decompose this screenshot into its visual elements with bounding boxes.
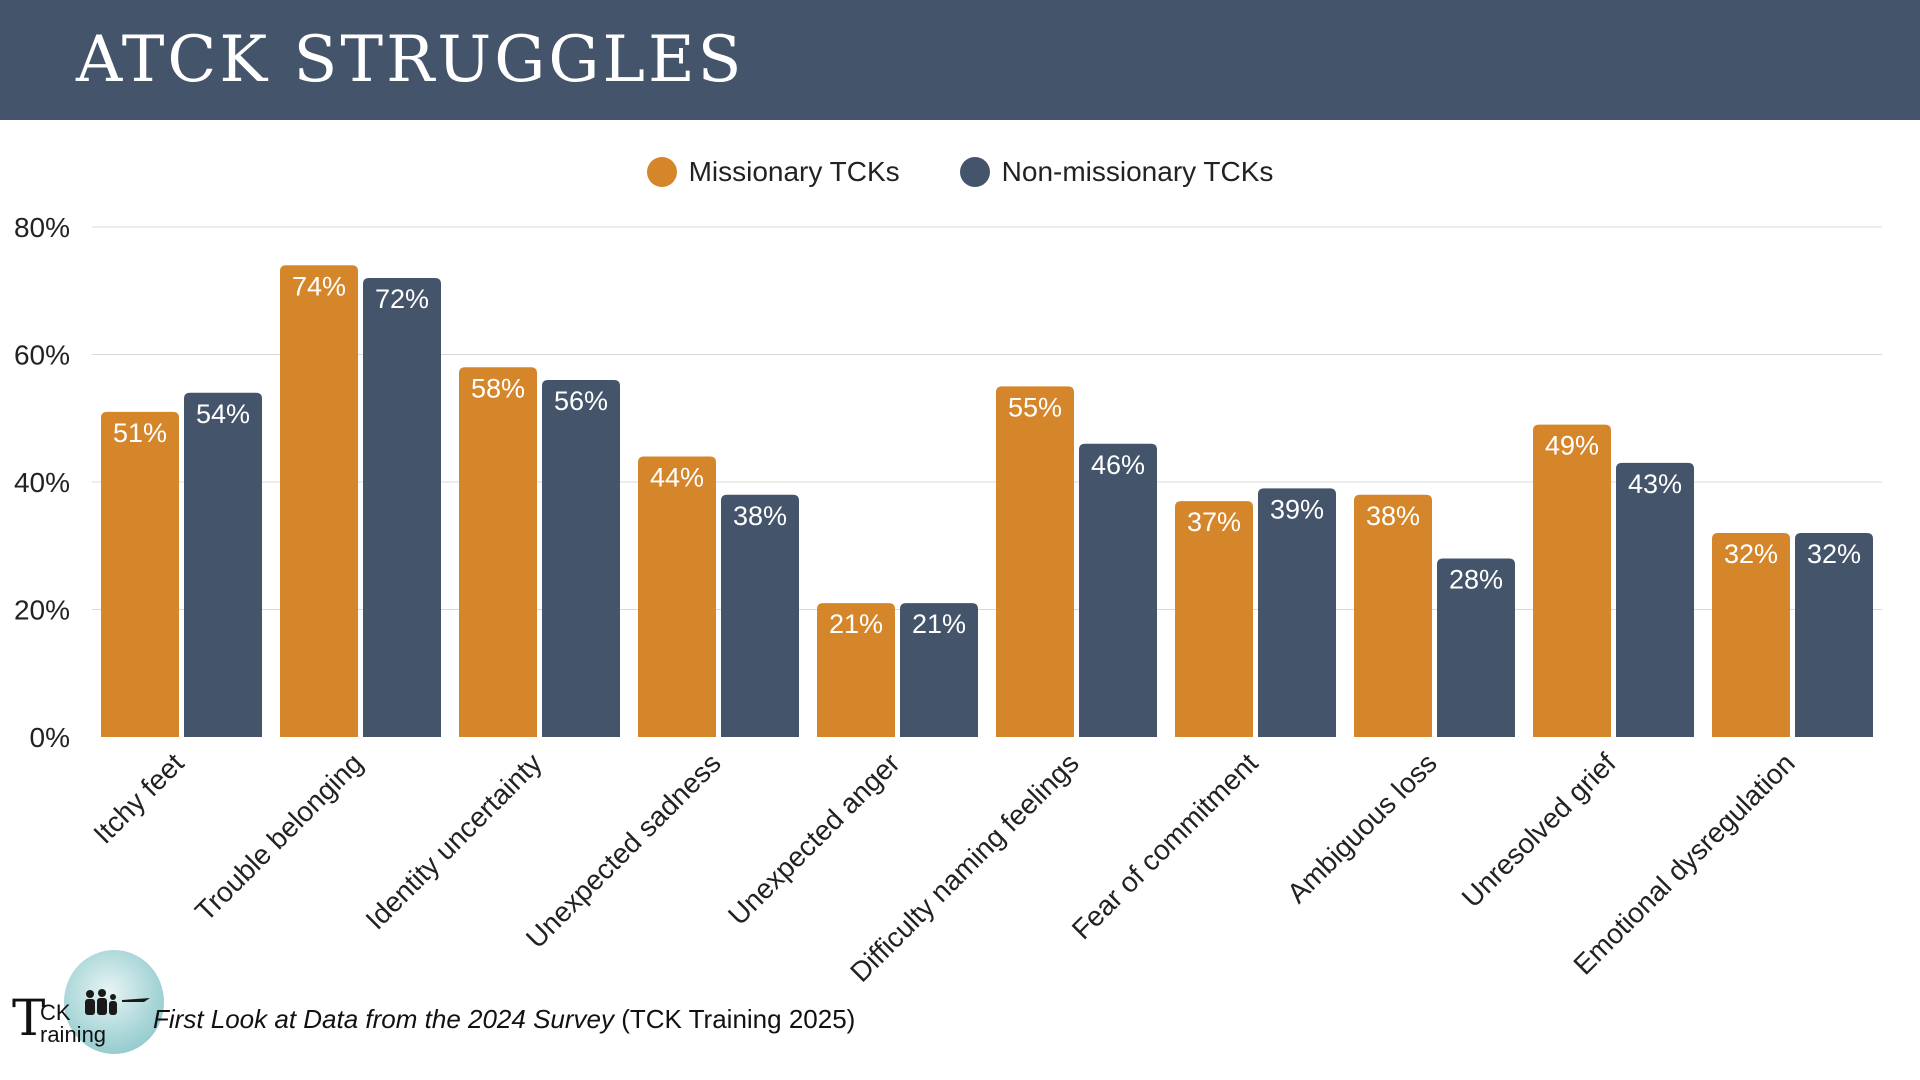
bar-missionary bbox=[280, 265, 358, 737]
bar-missionary bbox=[1175, 501, 1253, 737]
legend-label-non-missionary: Non-missionary TCKs bbox=[1001, 156, 1274, 187]
data-label: 21% bbox=[912, 609, 966, 639]
bar-missionary bbox=[1533, 424, 1611, 737]
x-category-label: Unresolved grief bbox=[1456, 747, 1622, 913]
x-category-label: Ambiguous loss bbox=[1281, 747, 1443, 909]
data-label: 55% bbox=[1008, 392, 1062, 422]
legend-dot-non-missionary bbox=[959, 157, 990, 187]
bar-non-missionary bbox=[184, 392, 262, 737]
data-label: 46% bbox=[1091, 450, 1145, 480]
data-label: 38% bbox=[1366, 501, 1420, 531]
bar-non-missionary bbox=[542, 380, 620, 737]
bar-chart: 0% 20% 40% 60% 80% 51% 54% Itchy feet 74% 72% Trou… bbox=[14, 212, 1882, 988]
bar-missionary bbox=[101, 411, 179, 737]
logo-people-icon bbox=[85, 989, 150, 1015]
y-tick-label: 60% bbox=[14, 340, 70, 371]
page-title: ATCK STRUGGLES bbox=[76, 23, 745, 97]
y-tick-label: 20% bbox=[14, 595, 70, 626]
bar-non-missionary bbox=[1437, 558, 1515, 737]
data-label: 58% bbox=[471, 373, 525, 403]
data-label: 43% bbox=[1628, 469, 1682, 499]
logo-letter-t: T bbox=[12, 989, 46, 1047]
data-label: 44% bbox=[650, 463, 704, 493]
data-label: 39% bbox=[1270, 494, 1324, 524]
bar-non-missionary bbox=[1258, 488, 1336, 737]
data-label: 37% bbox=[1187, 507, 1241, 537]
data-label: 74% bbox=[292, 271, 346, 301]
data-label: 56% bbox=[554, 386, 608, 416]
legend-dot-missionary bbox=[646, 157, 677, 187]
bar-non-missionary bbox=[363, 278, 441, 737]
data-label: 32% bbox=[1724, 539, 1778, 569]
logo-text-ck: CK bbox=[40, 1000, 71, 1025]
tck-training-logo-icon: T CK raining bbox=[12, 948, 164, 1058]
data-label: 54% bbox=[196, 399, 250, 429]
data-label: 28% bbox=[1449, 565, 1503, 595]
data-label: 38% bbox=[733, 501, 787, 531]
x-category-label: Unexpected sadness bbox=[520, 747, 727, 954]
bar-non-missionary bbox=[1079, 443, 1157, 737]
bar-non-missionary bbox=[721, 494, 799, 737]
data-label: 21% bbox=[829, 609, 883, 639]
chart-legend: Missionary TCKs Non-missionary TCKs bbox=[0, 150, 1920, 194]
data-label: 72% bbox=[375, 284, 429, 314]
source-caption: First Look at Data from the 2024 Survey … bbox=[153, 1004, 855, 1035]
legend-label-missionary: Missionary TCKs bbox=[688, 156, 900, 187]
x-category-label: Identity uncertainty bbox=[360, 747, 548, 935]
data-label: 32% bbox=[1807, 539, 1861, 569]
bar-non-missionary bbox=[1616, 462, 1694, 737]
y-tick-label: 0% bbox=[30, 722, 70, 753]
bar-missionary bbox=[459, 367, 537, 737]
caption-italic: First Look at Data from the 2024 Survey bbox=[153, 1004, 614, 1034]
legend-item-missionary: Missionary TCKs bbox=[646, 156, 900, 188]
logo-text-raining: raining bbox=[40, 1022, 107, 1047]
bar-missionary bbox=[1712, 533, 1790, 737]
legend-item-non-missionary: Non-missionary TCKs bbox=[959, 156, 1274, 188]
data-label: 51% bbox=[113, 418, 167, 448]
x-category-label: Fear of commitment bbox=[1066, 747, 1264, 945]
x-category-label: Itchy feet bbox=[87, 747, 189, 849]
header-bar: ATCK STRUGGLES bbox=[0, 0, 1920, 120]
y-tick-label: 40% bbox=[14, 467, 70, 498]
bar-non-missionary bbox=[1795, 533, 1873, 737]
x-category-label: Trouble belonging bbox=[189, 747, 369, 927]
bar-missionary bbox=[817, 603, 895, 737]
data-label: 49% bbox=[1545, 431, 1599, 461]
bar-missionary bbox=[996, 386, 1074, 737]
bar-non-missionary bbox=[900, 603, 978, 737]
bar-missionary bbox=[1354, 494, 1432, 737]
y-tick-label: 80% bbox=[14, 212, 70, 243]
x-category-label: Unexpected anger bbox=[722, 747, 906, 931]
footer: T CK raining First Look at Data from the… bbox=[12, 948, 912, 1058]
caption-rest: (TCK Training 2025) bbox=[614, 1004, 856, 1034]
bar-missionary bbox=[638, 456, 716, 737]
